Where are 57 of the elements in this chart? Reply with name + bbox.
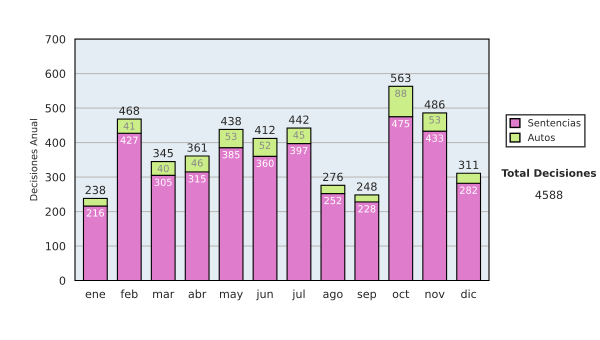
y-tick-label: 700 [46, 35, 66, 44]
text: 4588 [535, 190, 562, 200]
data-label: 88 [395, 90, 406, 97]
y-axis-title: Decisiones Anual [30, 119, 38, 200]
x-tick-label: sep [358, 292, 376, 300]
data-label: 53 [226, 132, 237, 140]
y-tick-label: 100 [46, 242, 66, 250]
data-label: 305 [154, 178, 172, 186]
data-label: 385 [222, 150, 240, 158]
data-label: 397 [290, 146, 308, 154]
total-label: 345 [153, 148, 173, 158]
x-tick-label: ene [86, 292, 106, 298]
y-tick-label: 300 [46, 173, 66, 182]
data-label: 282 [460, 186, 477, 194]
total-label: 412 [254, 126, 275, 134]
text: Total Decisiones [501, 168, 596, 177]
x-tick-label: feb [120, 290, 138, 298]
x-tick-label: may [220, 292, 243, 300]
total-label: 238 [86, 186, 106, 194]
total-label: 468 [119, 106, 140, 115]
data-label: 46 [191, 159, 203, 167]
data-label: 228 [358, 205, 376, 212]
x-tick-label: dic [461, 290, 476, 298]
data-label: 40 [158, 164, 169, 172]
data-label: 427 [120, 136, 138, 144]
total-label: 563 [391, 74, 410, 82]
data-label: 45 [293, 131, 304, 139]
x-tick-label: jun [256, 290, 273, 300]
total-label: 311 [458, 160, 478, 170]
data-label: 41 [124, 122, 135, 130]
x-tick-label: nov [426, 292, 445, 298]
total-label: 248 [357, 182, 377, 191]
total-label: 276 [323, 172, 343, 182]
data-label: 52 [260, 142, 270, 150]
y-tick-label: 600 [46, 70, 66, 78]
data-label: 53 [429, 116, 440, 124]
y-tick-label: 400 [45, 138, 66, 147]
legend-label: Sentencias [528, 118, 581, 127]
y-tick-label: 0 [60, 276, 66, 285]
total-label: 486 [424, 100, 445, 109]
y-tick-label: 200 [46, 208, 66, 216]
x-tick-label: oct [392, 290, 410, 298]
data-label: 216 [86, 209, 104, 217]
x-tick-label: jul [292, 290, 305, 300]
data-label: 252 [324, 196, 342, 204]
legend-label: Autos [528, 134, 555, 142]
data-label: 315 [188, 175, 206, 182]
data-label: 360 [256, 160, 274, 167]
x-tick-label: ago [323, 292, 343, 300]
y-tick-label: 500 [46, 104, 66, 112]
total-label: 442 [288, 115, 308, 124]
total-label: 361 [187, 143, 207, 152]
x-tick-label: mar [153, 292, 174, 298]
x-tick-label: abr [188, 290, 206, 298]
total-label: 438 [221, 116, 241, 126]
data-label: 433 [426, 134, 444, 142]
data-label: 475 [392, 120, 410, 128]
